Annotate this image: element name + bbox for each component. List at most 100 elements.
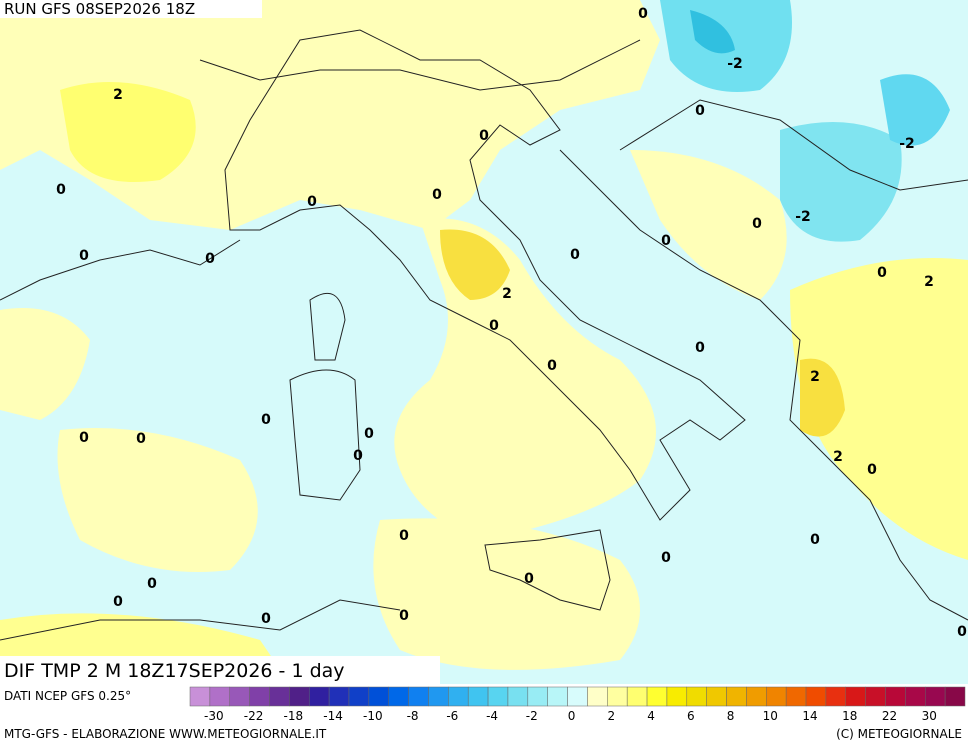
contour-label: 0: [661, 550, 671, 566]
title-box: [0, 656, 440, 684]
colorbar-swatch: [726, 686, 747, 707]
contour-label: -2: [899, 136, 915, 152]
contour-label: 0: [136, 431, 146, 447]
colorbar-swatch: [448, 686, 469, 707]
run-label: RUN GFS 08SEP2026 18Z: [4, 0, 195, 18]
warm-area: [60, 82, 196, 182]
colorbar-swatch: [785, 686, 807, 707]
colorbar-label: 14: [802, 709, 817, 723]
contour-label: 0: [399, 528, 409, 544]
contour-label: 0: [570, 247, 580, 263]
contour-label: 0: [432, 187, 442, 203]
colorbar-swatch: [428, 686, 449, 707]
contour-label: -2: [727, 56, 743, 72]
colorbar-label: 30: [922, 709, 937, 723]
contour-label: 2: [502, 286, 512, 302]
colorbar-swatch: [746, 686, 767, 707]
warm-area: [0, 308, 90, 420]
colorbar-swatch: [567, 686, 588, 707]
country-border: [619, 99, 968, 191]
colorbar-swatch: [269, 686, 290, 707]
contour-label: 0: [957, 624, 967, 640]
colorbar-swatch: [865, 686, 886, 707]
contour-label: 0: [810, 532, 820, 548]
colorbar-label: -10: [363, 709, 383, 723]
contour-label: 0: [79, 430, 89, 446]
colorbar-label: 4: [647, 709, 655, 723]
colorbar-label: 10: [763, 709, 778, 723]
colorbar-swatch: [626, 686, 648, 707]
colorbar-swatch: [587, 686, 608, 707]
colorbar-label: 18: [842, 709, 857, 723]
warm-area: [440, 229, 510, 300]
contour-label: 0: [147, 576, 157, 592]
warm-area: [790, 258, 968, 560]
colorbar-swatch: [686, 686, 707, 707]
contour-label: 0: [547, 358, 557, 374]
contour-label: 0: [867, 462, 877, 478]
coastline: [309, 292, 346, 361]
credit-left: MTG-GFS - ELABORAZIONE WWW.METEOGIORNALE…: [4, 727, 327, 741]
contour-label: 0: [695, 103, 705, 119]
warm-area: [373, 518, 640, 670]
colorbar-swatch: [885, 686, 906, 707]
colorbar-label: -8: [407, 709, 419, 723]
colorbar-swatch: [607, 686, 628, 707]
colorbar-label: -18: [284, 709, 304, 723]
contour-label: 0: [261, 611, 271, 627]
contour-label: 0: [638, 6, 648, 22]
cool-area: [880, 74, 950, 146]
colorbar-label: 0: [568, 709, 576, 723]
colorbar-swatch: [229, 686, 250, 707]
colorbar-label: -4: [486, 709, 498, 723]
contour-label: 0: [353, 448, 363, 464]
map: [0, 0, 968, 684]
colorbar-swatch: [925, 686, 946, 707]
contour-label: 0: [661, 233, 671, 249]
colorbar-swatch: [845, 686, 866, 707]
contour-label: 0: [56, 182, 66, 198]
colorbar-label: -30: [204, 709, 224, 723]
contour-label: 0: [524, 571, 534, 587]
cool-area: [690, 10, 735, 54]
contour-label: 0: [205, 251, 215, 267]
coastline: [0, 599, 401, 641]
colorbar-swatch: [368, 686, 389, 707]
colorbar-swatch: [805, 686, 827, 707]
colorbar-label: 6: [687, 709, 695, 723]
colorbar-swatch: [289, 686, 310, 707]
contour-label: 2: [113, 87, 123, 103]
contour-label: 0: [79, 248, 89, 264]
colorbar-swatch: [666, 686, 688, 707]
colorbar-swatch: [646, 686, 668, 707]
colorbar-swatch: [348, 686, 370, 707]
coastline: [484, 529, 611, 611]
colorbar-swatch: [408, 686, 429, 707]
colorbar-label: 8: [727, 709, 735, 723]
warm-area: [630, 150, 787, 300]
warm-area: [800, 358, 845, 437]
coastline: [559, 149, 968, 621]
contour-label: 0: [113, 594, 123, 610]
colorbar-label: -14: [323, 709, 343, 723]
header-box: [0, 0, 262, 18]
colorbar-swatch: [507, 686, 529, 707]
contour-label: 0: [479, 128, 489, 144]
contour-label: 2: [810, 369, 820, 385]
contour-label: 2: [924, 274, 934, 290]
colorbar: -30 -22 -18 -14 -10 -8 -6 -4 -2 0 2 4 6 8 10 14 18 22 30: [189, 686, 966, 723]
contour-label: 0: [752, 216, 762, 232]
contour-label: 0: [489, 318, 499, 334]
colorbar-label: 22: [882, 709, 897, 723]
colorbar-label: -2: [526, 709, 538, 723]
contour-label: 0: [399, 608, 409, 624]
colorbar-swatch: [328, 686, 350, 707]
coastline: [0, 239, 241, 301]
contour-label: 2: [833, 449, 843, 465]
contour-label: 0: [877, 265, 887, 281]
colorbar-swatch: [825, 686, 847, 707]
colorbar-swatch: [467, 686, 489, 707]
contour-label: -2: [795, 209, 811, 225]
colorbar-swatch: [487, 686, 509, 707]
